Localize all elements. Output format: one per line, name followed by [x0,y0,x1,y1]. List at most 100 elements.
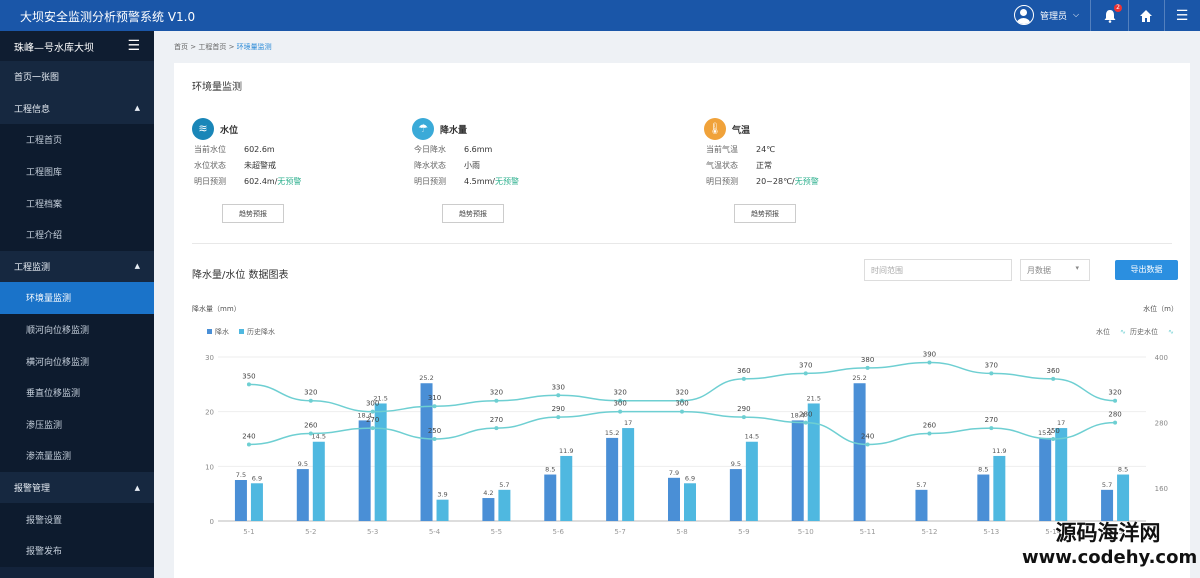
sidebar-item-label: 首页一张图 [14,73,60,84]
x-tick-label: 5-1 [243,528,254,536]
legend-label: 历史水位 [1130,327,1158,336]
sidebar-item[interactable]: 环境量监测 [0,282,154,314]
card-row: 降水状态 小雨 [412,160,632,172]
export-button[interactable]: 导出数据 [1115,260,1178,280]
chevron-down-icon: ⌵ [1073,10,1080,19]
divider [1128,0,1129,31]
sidebar-item[interactable]: 工程监测 ▲ [0,250,154,283]
sidebar-item-label: 工程信息 [14,104,51,115]
sidebar-item[interactable]: 报警管理 ▲ [0,471,154,504]
trend-forecast-button[interactable]: 趋势预报 [222,204,284,223]
card-row-key: 明日预测 [414,177,446,186]
top-bar: 大坝安全监测分析预警系统 V1.0 管理员 ⌵ 2 ☰ [0,0,1200,31]
line-point [741,376,746,381]
sidebar-item[interactable]: 顺河向位移监测 [0,313,154,346]
menu-icon[interactable]: ☰ [1175,8,1189,24]
card-row-key: 明日预测 [706,177,738,186]
bar-value-label: 6.9 [252,474,262,482]
main-panel: 环境量监测 ≋ 水位 当前水位 602.6m 水位状态 未超警戒 明日预测 602.4m/无预… [174,63,1190,578]
date-range-input[interactable]: 时间范围 [864,259,1012,281]
y-right-tick-label: 280 [1155,420,1168,428]
sidebar-item-label: 报警发布 [26,547,63,558]
line-point [989,371,994,376]
sidebar-item[interactable]: 工程介绍 [0,218,154,251]
y-tick-label: 30 [205,354,214,362]
card-row-alert: 无预警 [277,177,302,186]
bar-value-label: 15.2 [605,429,619,437]
card-row-value: 正常 [756,161,772,170]
sidebar-item[interactable]: 渗流量监测 [0,440,154,472]
sidebar-item-label: 报警设置 [26,515,63,526]
sidebar-header: 珠峰—号水库大坝 ☰ [0,31,154,61]
watermark-line1: 源码海洋网 [1055,521,1161,545]
bar [312,441,325,521]
bar [250,483,263,521]
home-icon[interactable] [1136,6,1156,26]
sidebar-item[interactable]: 工程首页 [0,124,154,156]
user-menu[interactable]: 管理员 ⌵ [1014,5,1079,25]
bar [993,455,1006,521]
bar [296,469,309,521]
sidebar-item[interactable]: 垂直位移监测 [0,376,154,409]
line-point [927,360,932,365]
bar [684,483,696,521]
sidebar-menu: 首页一张图 工程信息 ▲ 工程首页 工程图库 工程档案 工程介绍 工程监测 ▲ 环境量监测 顺河向位… [0,61,154,567]
line-point [246,382,251,387]
precipitation-water-level-chart: 降水量（mm） 水位（m） 降水 历史降水 水位 ∿ 历史水位 ∿ 0 10 20 30 160 280 4… [192,304,1178,536]
sidebar-item[interactable]: 报警发布 [0,534,154,567]
card-row-key: 气温状态 [706,161,738,170]
line-value-label: 250 [428,427,441,435]
bar-value-label: 8.5 [978,466,988,474]
bar [1117,474,1130,521]
bar-value-label: 21.5 [373,394,387,402]
card-header: 🌡 气温 [704,118,924,140]
period-select[interactable]: 月数据 ▾ [1020,259,1090,281]
line-value-label: 370 [799,361,812,369]
sidebar-item-label: 工程首页 [26,136,63,147]
line-point [989,426,994,431]
breadcrumb-home[interactable]: 首页 [174,43,188,51]
hamburger-icon[interactable]: ☰ [127,38,140,54]
bar-value-label: 15.2 [1038,429,1052,437]
bar [791,420,804,521]
sidebar-item[interactable]: 渗压监测 [0,408,154,441]
sidebar-item-label: 工程介绍 [26,231,63,242]
line-point [494,426,499,431]
card-row: 气温状态 正常 [704,160,924,172]
trend-forecast-button[interactable]: 趋势预报 [442,204,504,223]
x-tick-label: 5-13 [983,528,999,536]
sidebar-item[interactable]: 横河向位移监测 [0,345,154,377]
card-row-value: 602.6m [244,145,275,154]
sidebar-item[interactable]: 首页一张图 [0,61,154,93]
line-point [556,415,561,420]
bar-value-label: 9.5 [298,460,308,468]
line-point [370,409,375,414]
sidebar-item[interactable]: 报警设置 [0,503,154,535]
line-value-label: 330 [552,383,565,391]
water-level-icon: ≋ [192,118,214,140]
sidebar-item[interactable]: 工程图库 [0,155,154,188]
bar-value-label: 17 [1057,419,1065,427]
line-value-label: 250 [1047,427,1060,435]
line-value-label: 240 [242,432,255,440]
x-tick-label: 5-9 [738,528,749,536]
line-point [1113,420,1118,425]
trend-forecast-button[interactable]: 趋势预报 [734,204,796,223]
sidebar-item[interactable]: 工程信息 ▲ [0,92,154,125]
sidebar-item[interactable]: 工程档案 [0,187,154,219]
legend-line-icon: ∿ [1120,328,1126,336]
card-name: 降水量 [440,125,468,136]
x-tick-label: 5-4 [429,528,441,536]
page-title: 环境量监测 [192,82,242,93]
line-point [1051,376,1056,381]
notification-bell-icon[interactable]: 2 [1100,4,1122,26]
y-right-tick-label: 160 [1155,485,1168,493]
breadcrumb-parent[interactable]: 工程首页 [198,43,227,51]
line-value-label: 300 [366,400,379,408]
bar-value-label: 5.7 [916,481,926,489]
sidebar-item-label: 渗压监测 [26,420,63,431]
card-row: 今日降水 6.6mm [412,144,632,156]
caret-up-icon: ▲ [134,483,140,492]
line-value-label: 270 [490,416,503,424]
sidebar-item-label: 报警管理 [14,484,51,495]
